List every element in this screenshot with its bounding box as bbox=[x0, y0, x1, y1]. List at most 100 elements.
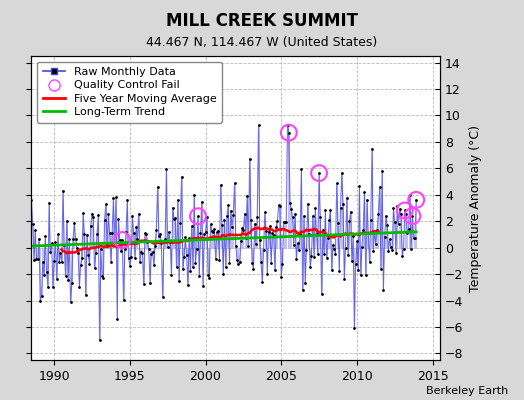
Point bbox=[309, 213, 317, 219]
Point bbox=[350, 325, 358, 332]
Point bbox=[121, 246, 129, 252]
Point bbox=[213, 229, 221, 236]
Point bbox=[118, 237, 126, 243]
Point bbox=[211, 256, 220, 262]
Point bbox=[200, 231, 209, 238]
Point bbox=[27, 197, 36, 203]
Point bbox=[90, 265, 99, 271]
Point bbox=[372, 241, 380, 248]
Point bbox=[139, 281, 148, 288]
Point bbox=[138, 250, 147, 256]
Point bbox=[235, 259, 244, 265]
Point bbox=[277, 274, 286, 280]
Point bbox=[101, 216, 109, 223]
Point bbox=[58, 259, 66, 266]
Point bbox=[109, 195, 117, 202]
Point bbox=[189, 264, 197, 270]
Point bbox=[219, 270, 227, 277]
Point bbox=[281, 218, 289, 225]
Point bbox=[220, 217, 228, 223]
Point bbox=[389, 205, 398, 211]
Point bbox=[297, 166, 305, 172]
Point bbox=[331, 250, 340, 257]
Point bbox=[341, 245, 350, 252]
Point bbox=[287, 206, 296, 212]
Point bbox=[103, 242, 111, 248]
Point bbox=[362, 272, 370, 279]
Point bbox=[52, 275, 61, 282]
Point bbox=[325, 217, 333, 224]
Point bbox=[59, 188, 67, 194]
Point bbox=[160, 239, 168, 245]
Point bbox=[276, 203, 284, 209]
Point bbox=[250, 220, 259, 227]
Point bbox=[185, 235, 193, 242]
Point bbox=[337, 170, 346, 176]
Point bbox=[254, 122, 263, 128]
Point bbox=[329, 242, 337, 248]
Point bbox=[303, 201, 312, 207]
Point bbox=[392, 250, 400, 256]
Point bbox=[374, 211, 383, 217]
Point bbox=[67, 298, 75, 305]
Point bbox=[49, 284, 57, 290]
Point bbox=[108, 229, 116, 236]
Point bbox=[369, 248, 377, 254]
Point bbox=[286, 200, 294, 207]
Point bbox=[306, 264, 314, 270]
Point bbox=[241, 211, 249, 217]
Point bbox=[204, 272, 212, 279]
Point bbox=[31, 227, 39, 233]
Point bbox=[209, 229, 217, 235]
Point bbox=[126, 263, 134, 269]
Point bbox=[363, 196, 371, 203]
Point bbox=[396, 206, 404, 212]
Point bbox=[365, 259, 374, 265]
Point bbox=[229, 212, 237, 218]
Point bbox=[161, 236, 169, 242]
Point bbox=[89, 214, 97, 220]
Point bbox=[248, 260, 256, 266]
Point bbox=[165, 229, 173, 235]
Point bbox=[269, 232, 278, 238]
Point bbox=[104, 211, 113, 217]
Point bbox=[268, 230, 277, 236]
Point bbox=[124, 254, 133, 261]
Point bbox=[74, 250, 82, 256]
Point bbox=[71, 236, 80, 243]
Point bbox=[69, 236, 77, 242]
Point bbox=[198, 198, 206, 205]
Point bbox=[302, 246, 311, 253]
Point bbox=[412, 197, 420, 203]
Point bbox=[322, 255, 331, 261]
Point bbox=[83, 231, 91, 238]
Point bbox=[408, 213, 417, 219]
Point bbox=[228, 224, 236, 230]
Point bbox=[368, 145, 376, 152]
Point bbox=[20, 229, 28, 235]
Point bbox=[175, 278, 183, 284]
Point bbox=[232, 242, 240, 249]
Point bbox=[114, 216, 123, 222]
Point bbox=[318, 291, 326, 297]
Point bbox=[127, 254, 135, 260]
Point bbox=[64, 277, 72, 283]
Point bbox=[267, 260, 275, 266]
Point bbox=[156, 230, 165, 237]
Point bbox=[45, 200, 53, 206]
Point bbox=[390, 219, 399, 226]
Point bbox=[129, 230, 138, 236]
Point bbox=[290, 242, 298, 249]
Point bbox=[343, 194, 351, 201]
Point bbox=[191, 260, 200, 266]
Point bbox=[192, 246, 201, 252]
Point bbox=[99, 275, 107, 281]
Point bbox=[352, 261, 360, 267]
Point bbox=[239, 227, 247, 233]
Point bbox=[222, 264, 230, 270]
Point bbox=[242, 234, 250, 241]
Point bbox=[311, 205, 320, 211]
Point bbox=[237, 237, 245, 244]
Point bbox=[86, 223, 95, 229]
Point bbox=[326, 206, 335, 213]
